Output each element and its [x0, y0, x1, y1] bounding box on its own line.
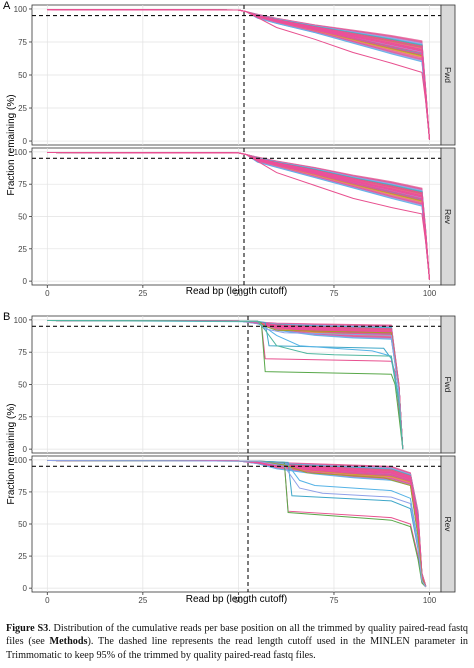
- y-tick-label: 0: [23, 137, 28, 146]
- facet-rev: 0 25 50 75 100 Rev: [14, 147, 456, 286]
- figure-caption: Figure S3. Distribution of the cumulativ…: [6, 622, 468, 662]
- caption-label: Figure S3: [6, 623, 49, 634]
- series-line-outlier: [47, 320, 404, 450]
- x-tick-label: 25: [138, 596, 147, 605]
- y-tick-label: 100: [14, 148, 28, 157]
- y-tick-label: 50: [18, 71, 27, 80]
- facet-strip: [440, 315, 456, 454]
- caption-methods-word: Methods: [49, 636, 88, 648]
- panel-label: A: [3, 0, 11, 12]
- y-tick-label: 25: [18, 245, 27, 254]
- y-tick-label: 25: [18, 104, 27, 113]
- facet-strip-label: Rev: [443, 209, 453, 225]
- y-tick-label: 100: [14, 316, 28, 325]
- x-tick-label: 0: [45, 596, 50, 605]
- chart-panel-a: A 0 25 50 75 100 Fwd 0 25 50 75 100 Rev 0 25 50 75 100 Rea…: [3, 0, 456, 298]
- y-tick-label: 75: [18, 180, 27, 189]
- y-tick-label: 25: [18, 413, 27, 422]
- facet-fwd: 0 25 50 75 100 Fwd: [14, 315, 456, 454]
- caption-text-before: . Distribution of the cumulative reads p…: [6, 623, 468, 648]
- facet-fwd: 0 25 50 75 100 Fwd: [14, 4, 456, 146]
- x-tick-label: 50: [234, 596, 243, 605]
- x-axis-title: Read bp (length cutoff): [186, 594, 288, 605]
- x-axis-title: Read bp (length cutoff): [186, 286, 288, 297]
- y-tick-label: 100: [14, 5, 28, 14]
- y-tick-label: 75: [18, 348, 27, 357]
- y-tick-label: 100: [14, 456, 28, 465]
- chart-panel-b: B 0 25 50 75 100 Fwd 0 25 50 75 100 Rev 0 25 50 75 100 Rea…: [3, 311, 456, 605]
- series-group: [47, 460, 427, 588]
- y-tick-label: 75: [18, 38, 27, 47]
- y-tick-label: 0: [23, 445, 28, 454]
- figure-s3: A 0 25 50 75 100 Fwd 0 25 50 75 100 Rev 0 25 50 75 100 Rea…: [3, 0, 456, 605]
- series-line-outlier: [47, 9, 430, 140]
- y-tick-label: 25: [18, 552, 27, 561]
- y-tick-label: 0: [23, 584, 28, 593]
- y-tick-label: 50: [18, 213, 27, 222]
- y-tick-label: 75: [18, 488, 27, 497]
- series-group: [47, 9, 430, 140]
- series-line: [47, 460, 427, 587]
- facet-strip: [440, 455, 456, 593]
- y-tick-label: 50: [18, 381, 27, 390]
- x-tick-label: 75: [330, 289, 339, 298]
- facet-strip-label: Rev: [443, 516, 453, 532]
- y-tick-label: 0: [23, 277, 28, 286]
- facet-rev: 0 25 50 75 100 Rev: [14, 455, 456, 593]
- panel-label: B: [3, 311, 10, 323]
- facet-strip: [440, 4, 456, 146]
- x-tick-label: 75: [330, 596, 339, 605]
- series-line-outlier: [47, 460, 427, 588]
- x-tick-label: 50: [234, 289, 243, 298]
- x-tick-label: 25: [138, 289, 147, 298]
- series-group: [47, 152, 430, 280]
- series-line-outlier: [47, 152, 430, 280]
- x-tick-label: 100: [423, 596, 437, 605]
- y-tick-label: 50: [18, 520, 27, 529]
- caption-text-after: ). The dashed line represents the read l…: [6, 636, 468, 661]
- x-tick-label: 100: [423, 289, 437, 298]
- facet-strip-label: Fwd: [443, 67, 453, 83]
- facet-strip-label: Fwd: [443, 376, 453, 392]
- figure-svg: A 0 25 50 75 100 Fwd 0 25 50 75 100 Rev 0 25 50 75 100 Rea…: [3, 0, 456, 605]
- x-tick-label: 0: [45, 289, 50, 298]
- facet-strip: [440, 147, 456, 286]
- y-axis-title: Fraction remaining (%): [6, 403, 17, 504]
- y-axis-title: Fraction remaining (%): [6, 94, 17, 195]
